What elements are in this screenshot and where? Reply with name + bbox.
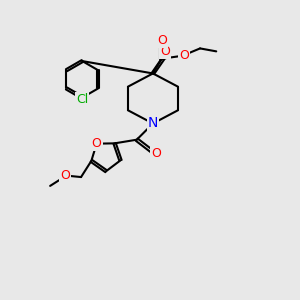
- Text: O: O: [157, 34, 167, 47]
- Text: O: O: [179, 49, 189, 62]
- Text: Cl: Cl: [76, 93, 88, 106]
- Text: N: N: [148, 116, 158, 130]
- Text: O: O: [151, 147, 161, 160]
- Text: O: O: [92, 137, 102, 150]
- Text: O: O: [60, 169, 70, 182]
- Text: O: O: [160, 45, 170, 58]
